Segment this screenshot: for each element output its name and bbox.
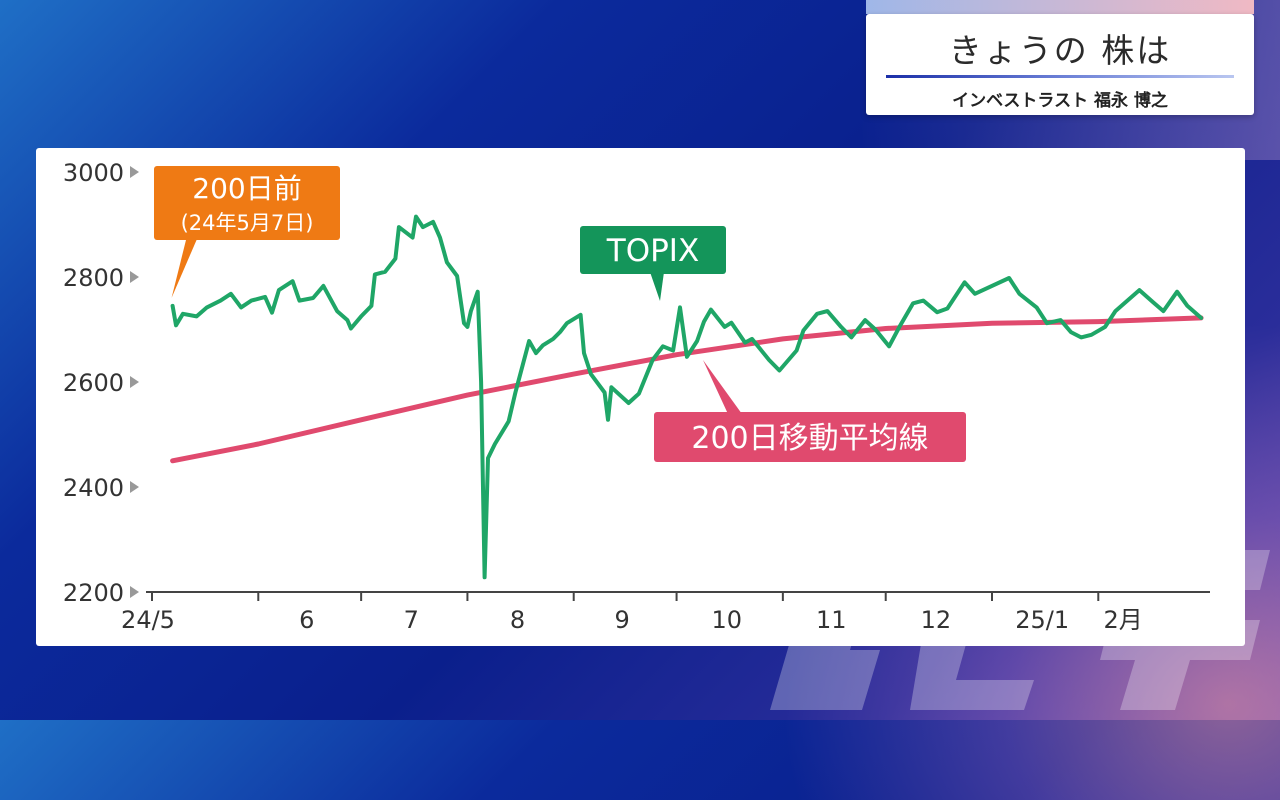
y-tick-label: 3000 (63, 159, 124, 187)
chart-panel: 3000 2800 2600 2400 2200 24/5 6 7 8 9 10 11 12 25/1 2月… (36, 148, 1245, 646)
title-divider (886, 75, 1234, 78)
y-tick-arrow (130, 376, 139, 388)
x-tick-label: 8 (510, 606, 525, 634)
program-title: きょうの 株は (948, 31, 1172, 70)
callout-box (154, 166, 340, 240)
x-tick-label: 2月 (1104, 606, 1143, 634)
callout-pointer (650, 272, 664, 301)
y-tick-label: 2800 (63, 264, 124, 292)
callout-box (580, 226, 726, 274)
y-tick-arrow (130, 481, 139, 493)
y-tick-label: 2600 (63, 369, 124, 397)
y-tick-label: 2400 (63, 474, 124, 502)
topix-line (170, 214, 1204, 580)
y-tick-arrow (130, 586, 139, 598)
x-tick-label: 7 (404, 606, 419, 634)
x-tick-label: 25/1 (1015, 606, 1069, 634)
start-date-callout: 200日前 (24年5月7日) (154, 166, 340, 298)
callout-box (654, 412, 966, 462)
x-tick-label: 10 (711, 606, 742, 634)
callout-pointer (703, 360, 742, 414)
callout-title: 200日前 (192, 172, 301, 205)
callout-label: 200日移動平均線 (691, 421, 928, 456)
title-card: きょうの 株は インベストラスト 福永 博之 (866, 14, 1254, 115)
y-tick-label: 2200 (63, 579, 124, 607)
callout-pointer (171, 232, 200, 298)
title-accent-strip (866, 0, 1254, 14)
commentator-name: インベストラスト 福永 博之 (952, 91, 1168, 111)
y-tick-arrow (130, 166, 139, 178)
callout-label: TOPIX (606, 233, 699, 269)
x-tick-label: 9 (615, 606, 630, 634)
moving-average-line (170, 315, 1204, 464)
x-tick-label: 11 (816, 606, 847, 634)
x-tick-label: 6 (299, 606, 314, 634)
topix-callout: TOPIX (580, 226, 726, 301)
x-tick-label: 24/5 (121, 606, 175, 634)
x-tick-label: 12 (921, 606, 952, 634)
moving-average-callout: 200日移動平均線 (654, 360, 966, 462)
callout-subtitle: (24年5月7日) (181, 211, 314, 235)
y-tick-arrow (130, 271, 139, 283)
